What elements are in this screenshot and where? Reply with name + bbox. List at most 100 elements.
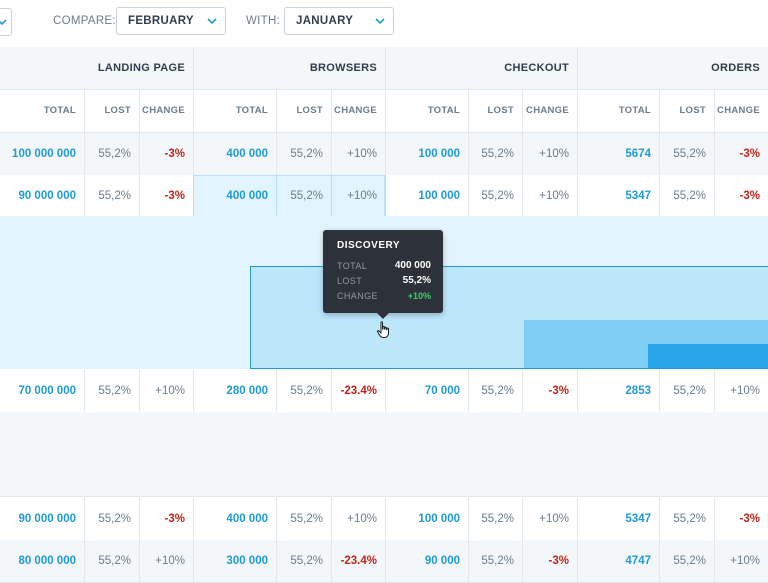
col-total: TOTAL (618, 105, 651, 116)
cell-total: 300 000 (226, 555, 268, 567)
col-change: CHANGE (334, 105, 377, 116)
hand-cursor-icon (377, 321, 389, 338)
group-header-row: LANDING PAGE BROWSERS CHECKOUT ORDERS (0, 47, 768, 89)
previous-select[interactable] (0, 8, 12, 36)
cell-total: 400 000 (193, 175, 276, 217)
cell-change: -3% (739, 513, 760, 525)
group-orders: ORDERS (711, 62, 760, 74)
cell-total: 400 000 (226, 148, 268, 160)
empty-row (0, 454, 768, 496)
cell-lost: 55,2% (290, 148, 323, 160)
cell-lost: 55,2% (673, 385, 706, 397)
cell-lost: 55,2% (481, 190, 514, 202)
cell-lost: 55,2% (673, 190, 706, 202)
compare-value: FEBRUARY (128, 15, 194, 27)
table-row[interactable]: 90 000 000 55,2% -3% 400 000 55,2% +10% 100 00… (0, 498, 768, 540)
cell-total: 100 000 (418, 190, 460, 202)
cell-total: 5674 (625, 148, 651, 160)
filter-bar: COMPARE: FEBRUARY WITH: JANUARY (0, 0, 768, 46)
cell-total: 100 000 (418, 148, 460, 160)
col-lost: LOST (679, 105, 706, 116)
cell-lost: 55,2% (98, 148, 131, 160)
tooltip-total-value: 400 000 (394, 260, 431, 271)
cell-lost: 55,2% (290, 513, 323, 525)
cell-change: -3% (164, 190, 185, 202)
tooltip-lost-value: 55,2% (402, 275, 431, 286)
cell-change: +10% (155, 555, 185, 567)
cell-change: +10% (347, 148, 377, 160)
with-select[interactable]: JANUARY (284, 7, 394, 35)
chevron-down-icon (0, 19, 7, 26)
col-lost: LOST (104, 105, 131, 116)
cell-total: 5347 (625, 190, 651, 202)
cell-change: -3% (739, 190, 760, 202)
tooltip-change-label: CHANGE (337, 291, 378, 301)
cell-lost: 55,2% (98, 555, 131, 567)
cell-total: 4747 (625, 555, 651, 567)
table-row[interactable]: 70 000 000 55,2% +10% 280 000 55,2% -23.4% 70 … (0, 370, 768, 412)
cell-lost: 55,2% (481, 555, 514, 567)
tooltip-total-label: TOTAL (337, 261, 368, 271)
cell-lost: 55,2% (481, 385, 514, 397)
tooltip-lost-label: LOST (337, 276, 363, 286)
cell-change: -23.4% (340, 385, 377, 397)
col-total: TOTAL (235, 105, 268, 116)
cell-change: +10% (331, 175, 385, 217)
cell-change: +10% (155, 385, 185, 397)
cell-change: -3% (739, 148, 760, 160)
compare-select[interactable]: FEBRUARY (116, 7, 226, 35)
cell-change: +10% (730, 555, 760, 567)
cell-lost: 55,2% (673, 148, 706, 160)
chevron-down-icon (375, 18, 385, 25)
cell-total: 100 000 000 (12, 148, 76, 160)
cell-lost: 55,2% (98, 513, 131, 525)
cell-total: 90 000 000 (18, 513, 76, 525)
table-row[interactable]: 100 000 000 55,2% -3% 400 000 55,2% +10% 100 0… (0, 133, 768, 175)
cell-total: 80 000 000 (18, 555, 76, 567)
group-landing-page: LANDING PAGE (97, 62, 185, 74)
cell-change: +10% (539, 190, 569, 202)
cell-lost: 55,2% (290, 555, 323, 567)
col-change: CHANGE (142, 105, 185, 116)
cell-lost: 55,2% (673, 555, 706, 567)
cell-lost: 55,2% (276, 175, 331, 217)
cell-total: 280 000 (226, 385, 268, 397)
cell-lost: 55,2% (481, 148, 514, 160)
cell-total: 90 000 000 (18, 190, 76, 202)
group-checkout: CHECKOUT (504, 62, 569, 74)
cell-lost: 55,2% (481, 513, 514, 525)
table-row[interactable]: 80 000 000 55,2% +10% 300 000 55,2% -23.4% 90 … (0, 540, 768, 582)
tooltip-change-value: +10% (407, 291, 431, 301)
cell-total: 400 000 (226, 513, 268, 525)
chevron-down-icon (207, 18, 217, 25)
tooltip-arrow (377, 313, 389, 319)
table-row[interactable]: 90 000 000 55,2% -3% 400 000 55,2% +10% 100 00… (0, 175, 768, 217)
cell-change: -3% (548, 555, 569, 567)
cell-change: +10% (539, 513, 569, 525)
group-browsers: BROWSERS (309, 62, 377, 74)
cell-total: 2853 (625, 385, 651, 397)
col-total: TOTAL (427, 105, 460, 116)
cell-lost: 55,2% (673, 513, 706, 525)
cell-total: 90 000 (424, 555, 460, 567)
cell-change: +10% (539, 148, 569, 160)
cell-total: 5347 (625, 513, 651, 525)
cell-change: -3% (164, 148, 185, 160)
col-lost: LOST (296, 105, 323, 116)
cell-total: 70 000 000 (18, 385, 76, 397)
col-lost: LOST (487, 105, 514, 116)
cell-total: 70 000 (424, 385, 460, 397)
cell-change: +10% (347, 513, 377, 525)
cell-change: -3% (548, 385, 569, 397)
col-change: CHANGE (717, 105, 760, 116)
funnel-bar-orders[interactable] (648, 344, 768, 368)
cell-lost: 55,2% (98, 385, 131, 397)
cell-total: 100 000 (418, 513, 460, 525)
with-label: WITH: (246, 15, 281, 27)
cell-lost: 55,2% (98, 190, 131, 202)
compare-label: COMPARE: (53, 15, 116, 27)
cell-lost: 55,2% (290, 385, 323, 397)
cell-change: +10% (730, 385, 760, 397)
col-total: TOTAL (43, 105, 76, 116)
with-value: JANUARY (296, 15, 354, 27)
